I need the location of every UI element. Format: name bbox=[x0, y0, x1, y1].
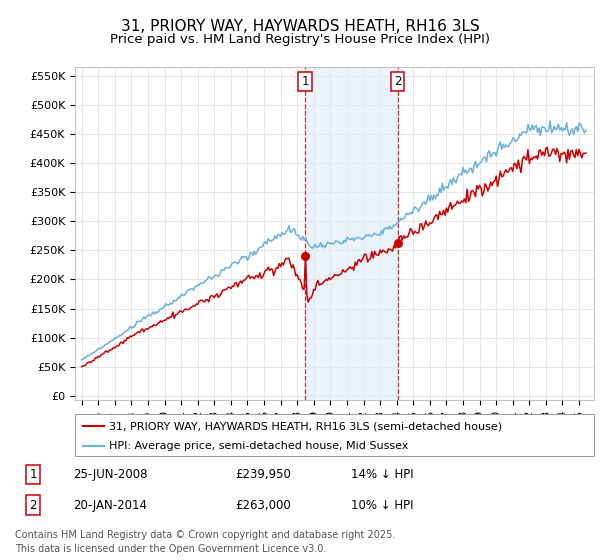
Text: 31, PRIORY WAY, HAYWARDS HEATH, RH16 3LS (semi-detached house): 31, PRIORY WAY, HAYWARDS HEATH, RH16 3LS… bbox=[109, 421, 502, 431]
Text: £263,000: £263,000 bbox=[235, 498, 291, 512]
Text: Contains HM Land Registry data © Crown copyright and database right 2025.
This d: Contains HM Land Registry data © Crown c… bbox=[15, 530, 395, 554]
FancyBboxPatch shape bbox=[75, 414, 594, 456]
Text: 14% ↓ HPI: 14% ↓ HPI bbox=[351, 468, 413, 481]
Text: HPI: Average price, semi-detached house, Mid Sussex: HPI: Average price, semi-detached house,… bbox=[109, 441, 408, 451]
Text: 25-JUN-2008: 25-JUN-2008 bbox=[73, 468, 148, 481]
Text: 1: 1 bbox=[301, 75, 309, 88]
Text: 20-JAN-2014: 20-JAN-2014 bbox=[73, 498, 147, 512]
Text: 2: 2 bbox=[29, 498, 37, 512]
Text: Price paid vs. HM Land Registry's House Price Index (HPI): Price paid vs. HM Land Registry's House … bbox=[110, 32, 490, 46]
Text: 31, PRIORY WAY, HAYWARDS HEATH, RH16 3LS: 31, PRIORY WAY, HAYWARDS HEATH, RH16 3LS bbox=[121, 20, 479, 34]
Bar bbox=[305, 67, 398, 400]
Text: 2: 2 bbox=[394, 75, 401, 88]
Text: 10% ↓ HPI: 10% ↓ HPI bbox=[351, 498, 413, 512]
Text: £239,950: £239,950 bbox=[235, 468, 291, 481]
Text: 1: 1 bbox=[29, 468, 37, 481]
